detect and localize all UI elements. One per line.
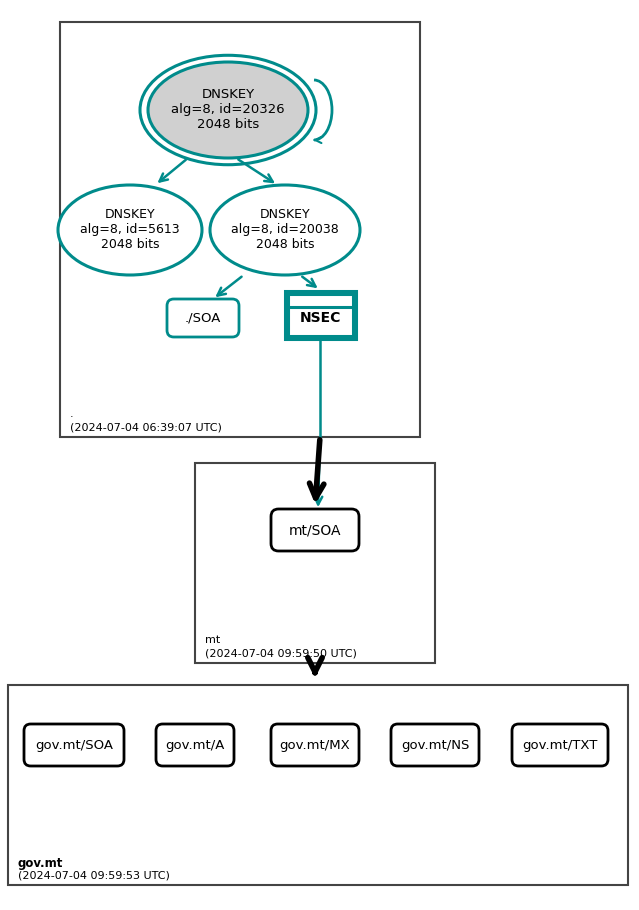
- Text: (2024-07-04 09:59:50 UTC): (2024-07-04 09:59:50 UTC): [205, 649, 357, 659]
- FancyBboxPatch shape: [24, 724, 124, 766]
- Text: gov.mt/SOA: gov.mt/SOA: [35, 739, 113, 752]
- Bar: [60, 22, 420, 437]
- Text: mt: mt: [205, 635, 220, 645]
- FancyBboxPatch shape: [391, 724, 479, 766]
- Text: gov.mt/A: gov.mt/A: [166, 739, 225, 752]
- FancyBboxPatch shape: [271, 509, 359, 551]
- FancyBboxPatch shape: [167, 299, 239, 337]
- Text: .: .: [70, 409, 73, 419]
- Text: gov.mt/NS: gov.mt/NS: [401, 739, 469, 752]
- Text: NSEC: NSEC: [299, 311, 341, 326]
- Text: DNSKEY
alg=8, id=20326
2048 bits: DNSKEY alg=8, id=20326 2048 bits: [171, 88, 285, 132]
- Ellipse shape: [210, 185, 360, 275]
- Bar: [195, 463, 435, 663]
- Text: DNSKEY
alg=8, id=20038
2048 bits: DNSKEY alg=8, id=20038 2048 bits: [231, 208, 339, 251]
- FancyBboxPatch shape: [271, 724, 359, 766]
- Bar: [284, 291, 355, 339]
- Bar: [288, 294, 353, 336]
- Bar: [8, 685, 628, 885]
- FancyBboxPatch shape: [512, 724, 608, 766]
- Text: gov.mt/MX: gov.mt/MX: [280, 739, 350, 752]
- Ellipse shape: [148, 62, 308, 158]
- FancyBboxPatch shape: [156, 724, 234, 766]
- Text: gov.mt: gov.mt: [18, 857, 63, 870]
- Text: DNSKEY
alg=8, id=5613
2048 bits: DNSKEY alg=8, id=5613 2048 bits: [80, 208, 180, 251]
- Ellipse shape: [58, 185, 202, 275]
- Text: ./SOA: ./SOA: [185, 311, 221, 325]
- Text: gov.mt/TXT: gov.mt/TXT: [522, 739, 597, 752]
- Text: (2024-07-04 06:39:07 UTC): (2024-07-04 06:39:07 UTC): [70, 423, 222, 433]
- Text: mt/SOA: mt/SOA: [289, 523, 341, 537]
- Text: (2024-07-04 09:59:53 UTC): (2024-07-04 09:59:53 UTC): [18, 871, 170, 881]
